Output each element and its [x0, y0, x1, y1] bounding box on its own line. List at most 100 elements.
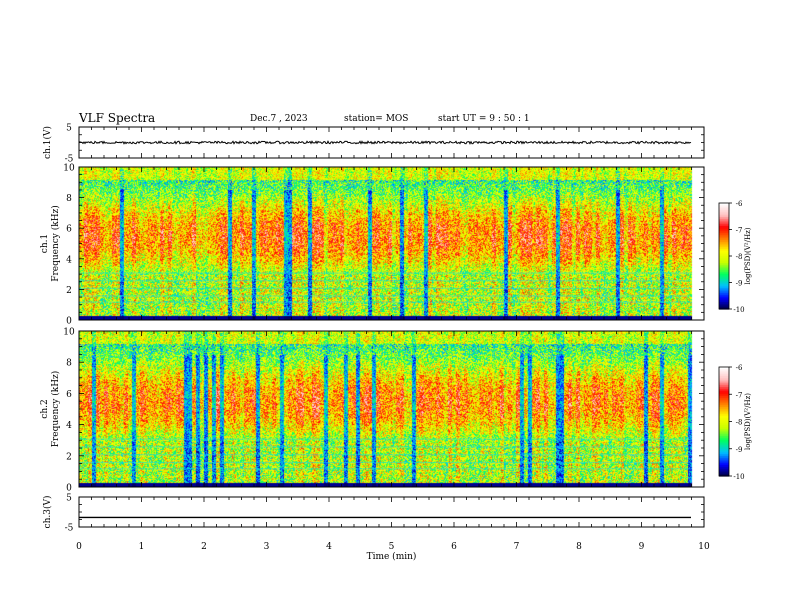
colorbar-segment	[719, 374, 729, 377]
colorbar-segment	[719, 417, 729, 421]
colorbar-segment	[719, 233, 729, 236]
colorbar-segment	[719, 300, 729, 303]
ch2-spectro-ylabel-channel: ch.2	[40, 399, 50, 418]
colorbar-segment	[719, 474, 729, 477]
colorbar-segment	[719, 425, 729, 428]
colorbar-segment	[719, 428, 729, 432]
colorbar-segment	[719, 307, 729, 310]
colorbar-segment	[719, 403, 729, 406]
colorbar-segment	[719, 303, 729, 307]
colorbar-segment	[719, 278, 729, 282]
colorbar-segment	[719, 461, 729, 464]
colorbar-tick-label: -10	[733, 473, 744, 481]
colorbar-segment	[719, 284, 729, 287]
colorbar-segment	[719, 394, 729, 397]
colorbar-segment	[719, 296, 729, 299]
colorbar-segment	[719, 273, 729, 277]
colorbar-segment	[719, 454, 729, 457]
colorbar-segment	[719, 472, 729, 475]
colorbar-segment	[719, 203, 729, 206]
colorbar-segment	[719, 215, 729, 218]
y-tick-label: 2	[66, 452, 72, 462]
colorbar-segment	[719, 259, 729, 262]
colorbar-segment	[719, 463, 729, 466]
colorbar-segment	[719, 234, 729, 238]
x-axis-label: Time (min)	[367, 551, 417, 562]
colorbar-segment	[719, 430, 729, 433]
colorbar-segment	[719, 213, 729, 216]
colorbar-segment	[719, 241, 729, 245]
ch1-spectro-ylabel-channel: ch.1	[40, 234, 50, 253]
colorbar-segment	[719, 211, 729, 215]
colorbar-tick-label: -7	[736, 391, 743, 399]
colorbar-segment	[719, 457, 729, 461]
ch2-spectro-ylabel-freq: Frequency (kHz)	[50, 371, 61, 448]
colorbar-segment	[719, 280, 729, 284]
colorbar-segment	[719, 368, 729, 372]
colorbar-segment	[719, 254, 729, 257]
colorbar-segment	[719, 227, 729, 231]
colorbar-segment	[719, 397, 729, 401]
colorbar-tick-label: -8	[736, 419, 743, 427]
colorbar-segment	[719, 210, 729, 213]
colorbar-segment	[719, 381, 729, 384]
colorbar-segment	[719, 383, 729, 386]
colorbar-tick-label: -7	[736, 227, 743, 235]
colorbar-segment	[719, 264, 729, 268]
date-label: Dec.7 , 2023	[250, 114, 308, 124]
colorbar-segment	[719, 466, 729, 470]
x-tick-label: 4	[326, 542, 332, 552]
colorbar-segment	[719, 434, 729, 437]
colorbar-segment	[719, 396, 729, 399]
colorbar-segment	[719, 225, 729, 229]
colorbar-tick-label: -9	[736, 280, 743, 288]
ch1-spectro-ylabel-freq: Frequency (kHz)	[50, 205, 61, 282]
colorbar-segment	[719, 423, 729, 426]
colorbar-segment	[719, 298, 729, 301]
colorbar-segment	[719, 456, 729, 459]
colorbar-label: log(PSD)(V²/Hz)	[744, 393, 752, 450]
colorbar-segment	[719, 286, 729, 289]
colorbar-segment	[719, 204, 729, 208]
colorbar-segment	[719, 301, 729, 305]
x-tick-label: 3	[264, 542, 270, 552]
y-tick-label: 0	[66, 317, 72, 327]
colorbar-segment	[719, 390, 729, 394]
colorbar-segment	[719, 399, 729, 403]
colorbar-segment	[719, 268, 729, 271]
colorbar-segment	[719, 392, 729, 395]
colorbar-segment	[719, 405, 729, 408]
colorbar-segment	[719, 238, 729, 241]
colorbar-segment	[719, 305, 729, 308]
colorbar-segment	[719, 275, 729, 278]
colorbar-segment	[719, 217, 729, 220]
colorbar-segment	[719, 468, 729, 472]
colorbar-segment	[719, 240, 729, 243]
colorbar-segment	[719, 386, 729, 390]
y-tick-label: -5	[65, 155, 74, 165]
x-tick-label: 10	[698, 542, 710, 552]
colorbar-segment	[719, 206, 729, 209]
colorbar-tick-label: -8	[736, 253, 743, 261]
colorbar-segment	[719, 376, 729, 379]
y-tick-label: 5	[66, 494, 72, 504]
colorbar-tick-label: -6	[736, 364, 743, 372]
y-tick-label: 8	[66, 359, 72, 369]
colorbar-segment	[719, 252, 729, 255]
colorbar-label: log(PSD)(V²/Hz)	[744, 227, 752, 284]
ch1-voltage-trace	[78, 140, 692, 145]
colorbar-segment	[719, 426, 729, 430]
colorbar-segment	[719, 218, 729, 222]
colorbar-segment	[719, 291, 729, 294]
colorbar-segment	[719, 248, 729, 252]
x-tick-label: 7	[514, 542, 520, 552]
y-tick-label: 10	[63, 164, 75, 174]
figure-title: VLF Spectra	[79, 111, 156, 125]
colorbar-segment	[719, 243, 729, 246]
ch3-voltage-ylabel: ch.3(V)	[42, 496, 53, 529]
ch1-voltage-ylabel: ch.1(V)	[42, 126, 53, 159]
start-time-label: start UT = 9 : 50 : 1	[438, 114, 530, 124]
colorbar-segment	[719, 441, 729, 444]
colorbar-segment	[719, 439, 729, 443]
